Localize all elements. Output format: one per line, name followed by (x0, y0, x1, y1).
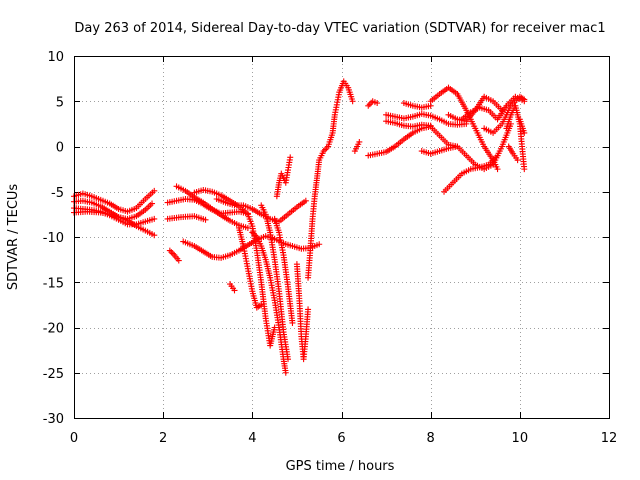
y-tick-label: -30 (43, 412, 64, 427)
series-sat-h (164, 213, 209, 223)
y-tick-label: -10 (43, 231, 64, 246)
series-sat-a (71, 187, 158, 215)
data-points (71, 78, 528, 376)
y-axis-label: SDTVAR / TECUs (6, 184, 21, 291)
data-point (305, 306, 312, 313)
y-tick-label: -5 (51, 186, 64, 201)
x-tick-label: 0 (70, 431, 78, 446)
x-tick-labels: 0 2 4 6 8 10 12 (70, 431, 617, 446)
series-sat-o (258, 202, 291, 363)
data-point (514, 157, 521, 164)
plot-frame (74, 56, 610, 419)
data-point (231, 287, 238, 294)
x-tick-label: 12 (601, 431, 618, 446)
data-point (521, 96, 528, 103)
series-sat-ae (481, 93, 528, 136)
series-sat-d (71, 208, 158, 239)
data-point (244, 224, 251, 231)
chart-title: Day 263 of 2014, Sidereal Day-to-day VTE… (74, 21, 605, 36)
y-tick-label: -25 (43, 367, 64, 382)
data-point (151, 187, 158, 194)
y-tick-label: -20 (43, 322, 64, 337)
data-point (285, 356, 291, 363)
series-sat-r (293, 261, 312, 363)
data-point (521, 129, 528, 136)
x-axis-label: GPS time / hours (286, 459, 395, 474)
data-point (365, 102, 372, 109)
data-point (289, 319, 296, 326)
data-point (202, 216, 209, 223)
data-point (427, 122, 434, 129)
series-sat-s (305, 78, 356, 281)
data-point (349, 98, 356, 105)
data-point (287, 154, 294, 161)
data-point (168, 249, 175, 256)
series-sat-ah (516, 116, 528, 136)
x-tick-label: 4 (248, 431, 256, 446)
series-sat-b (71, 197, 156, 222)
series-sat-n (249, 229, 289, 376)
data-point (316, 241, 323, 248)
series-sat-ab (441, 152, 501, 195)
data-point (494, 166, 501, 173)
data-point (368, 99, 375, 106)
x-tick-label: 2 (159, 431, 167, 446)
data-point (258, 301, 265, 308)
x-tick-label: 10 (512, 431, 529, 446)
series-sat-ag (505, 143, 521, 164)
series-sat-p (271, 215, 296, 326)
data-point (494, 152, 501, 159)
series-sat-j (227, 281, 238, 294)
series-sat-y (400, 100, 434, 111)
data-point (374, 100, 381, 107)
series-sat-u (365, 98, 381, 109)
data-point (366, 101, 373, 108)
data-point (166, 247, 173, 254)
data-point (521, 166, 528, 173)
series-sat-x (383, 118, 434, 130)
series-sat-aa (427, 84, 501, 173)
data-point (169, 250, 176, 257)
series-sat-e (166, 247, 182, 264)
y-tick-label: 10 (47, 50, 64, 65)
series-sat-q (273, 154, 294, 200)
x-tick-label: 8 (427, 431, 435, 446)
data-point (356, 138, 363, 145)
y-tick-labels: -30 -25 -20 -15 -10 -5 0 5 10 (43, 50, 64, 427)
data-point (302, 197, 309, 204)
series-sat-w (383, 110, 470, 128)
y-tick-label: 0 (56, 141, 64, 156)
series-sat-t (351, 138, 363, 155)
data-point (175, 257, 182, 264)
y-tick-label: 5 (56, 95, 64, 110)
data-point (151, 215, 158, 222)
y-tick-label: -15 (43, 276, 64, 291)
data-point (151, 232, 158, 239)
series-sat-m (235, 224, 265, 311)
series-sat-i (180, 233, 323, 261)
series-sat-l (213, 195, 309, 225)
x-tick-label: 6 (337, 431, 345, 446)
data-point (149, 200, 156, 207)
data-point (282, 369, 289, 376)
